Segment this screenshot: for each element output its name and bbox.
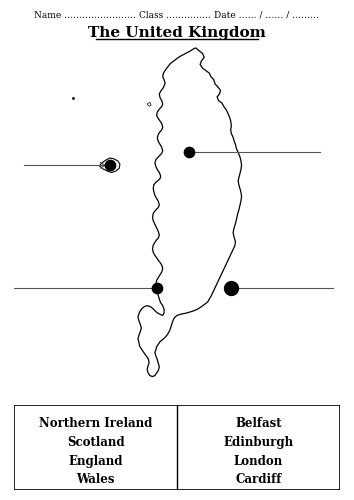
Point bbox=[186, 148, 192, 156]
Text: Wales: Wales bbox=[76, 474, 115, 486]
Polygon shape bbox=[99, 158, 120, 172]
Text: Belfast: Belfast bbox=[235, 417, 282, 430]
FancyBboxPatch shape bbox=[14, 405, 340, 490]
Point bbox=[107, 162, 113, 170]
Text: The United Kingdom: The United Kingdom bbox=[88, 26, 266, 40]
Text: Scotland: Scotland bbox=[67, 436, 124, 449]
Text: Northern Ireland: Northern Ireland bbox=[39, 417, 152, 430]
Polygon shape bbox=[147, 102, 151, 106]
Point bbox=[228, 284, 234, 292]
Text: Edinburgh: Edinburgh bbox=[223, 436, 293, 449]
Point bbox=[154, 284, 159, 292]
Polygon shape bbox=[138, 48, 241, 376]
Text: London: London bbox=[234, 454, 283, 468]
Text: Cardiff: Cardiff bbox=[235, 474, 282, 486]
Text: Name …………………… Class …………… Date …… / …… / ………: Name …………………… Class …………… Date …… / …… /… bbox=[34, 11, 320, 20]
Text: England: England bbox=[68, 454, 123, 468]
